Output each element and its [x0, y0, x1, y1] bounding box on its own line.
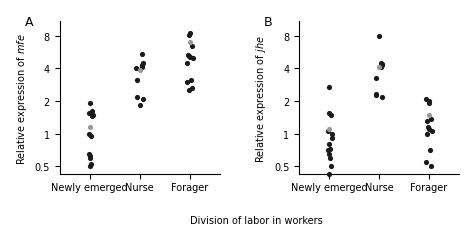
- Point: [325, 143, 332, 146]
- Point: [86, 126, 93, 129]
- Point: [89, 113, 97, 117]
- Point: [189, 57, 197, 61]
- Point: [325, 128, 333, 131]
- Point: [372, 93, 380, 97]
- Y-axis label: Relative expression of $\it{mfe}$: Relative expression of $\it{mfe}$: [15, 33, 29, 164]
- Point: [133, 95, 140, 99]
- Point: [425, 126, 432, 129]
- Point: [426, 149, 434, 152]
- Point: [424, 120, 431, 124]
- Point: [372, 94, 380, 98]
- Point: [325, 149, 332, 152]
- Point: [133, 67, 140, 71]
- Point: [326, 148, 334, 151]
- Point: [377, 65, 385, 69]
- Point: [422, 97, 429, 101]
- Point: [139, 62, 147, 65]
- Point: [89, 115, 96, 118]
- Point: [88, 110, 95, 114]
- Point: [428, 130, 436, 133]
- Point: [422, 160, 430, 164]
- Point: [327, 113, 335, 117]
- Point: [139, 97, 146, 101]
- Point: [85, 112, 92, 115]
- Point: [187, 79, 194, 83]
- Point: [188, 87, 195, 90]
- Text: Division of labor in workers: Division of labor in workers: [190, 215, 322, 225]
- Point: [87, 163, 95, 166]
- Point: [138, 65, 146, 69]
- Point: [87, 156, 94, 160]
- Point: [425, 113, 433, 117]
- Point: [375, 66, 383, 70]
- Point: [426, 100, 433, 103]
- Point: [186, 88, 193, 92]
- Point: [372, 77, 380, 81]
- Point: [138, 66, 146, 70]
- Point: [324, 130, 332, 133]
- Point: [379, 63, 386, 67]
- Point: [138, 52, 146, 56]
- Point: [137, 104, 144, 107]
- Y-axis label: Relative expression of $\it{jhe}$: Relative expression of $\it{jhe}$: [255, 34, 268, 162]
- Point: [326, 152, 333, 156]
- Point: [86, 155, 94, 158]
- Point: [186, 32, 194, 35]
- Point: [183, 81, 191, 84]
- Text: B: B: [264, 16, 273, 29]
- Point: [188, 45, 195, 48]
- Point: [375, 35, 383, 38]
- Point: [86, 102, 94, 106]
- Point: [326, 86, 333, 89]
- Point: [427, 164, 435, 168]
- Point: [377, 62, 385, 65]
- Text: A: A: [25, 16, 33, 29]
- Point: [326, 173, 333, 176]
- Point: [85, 132, 93, 136]
- Point: [328, 132, 336, 136]
- Point: [133, 79, 141, 82]
- Point: [425, 102, 432, 106]
- Point: [186, 56, 193, 60]
- Point: [85, 152, 93, 156]
- Point: [326, 112, 333, 115]
- Point: [185, 55, 193, 59]
- Point: [423, 132, 430, 136]
- Point: [427, 118, 435, 122]
- Point: [425, 128, 433, 131]
- Point: [136, 69, 144, 73]
- Point: [378, 66, 385, 70]
- Point: [378, 95, 386, 99]
- Point: [378, 64, 385, 68]
- Point: [183, 62, 191, 65]
- Point: [87, 135, 94, 138]
- Point: [86, 164, 94, 168]
- Point: [186, 41, 193, 45]
- Point: [138, 64, 146, 68]
- Point: [185, 34, 193, 37]
- Point: [327, 164, 334, 168]
- Point: [328, 137, 336, 141]
- Point: [184, 54, 192, 58]
- Point: [326, 156, 334, 160]
